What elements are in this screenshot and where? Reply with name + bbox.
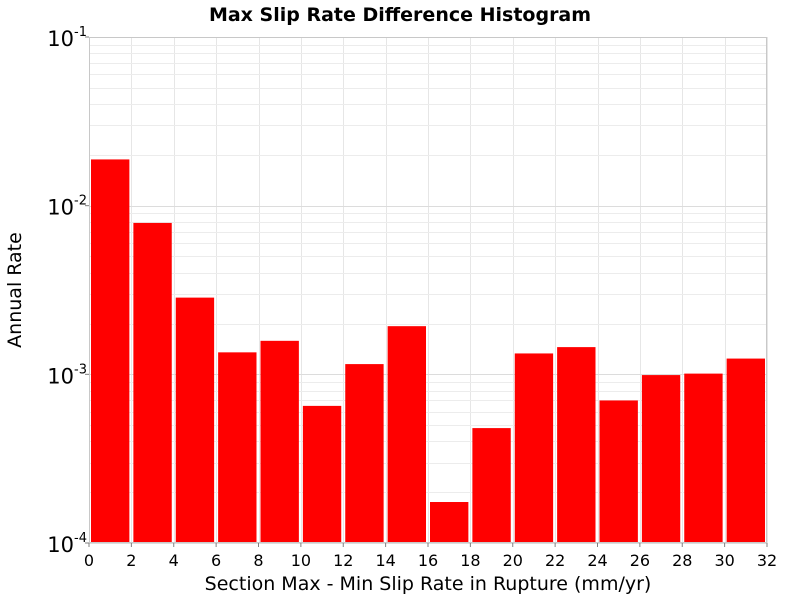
bar	[303, 406, 341, 543]
y-tick-label: 10-4	[47, 531, 87, 557]
y-tick-label: 10-1	[47, 25, 87, 51]
x-tick-label: 20	[503, 551, 523, 570]
bar	[557, 347, 595, 543]
x-tick-label: 8	[253, 551, 263, 570]
x-tick-label: 26	[630, 551, 650, 570]
bar	[684, 374, 722, 543]
bar	[218, 352, 256, 543]
y-axis-ticks: 10-1 10-2 10-3 10-4	[47, 25, 89, 557]
bar	[133, 223, 171, 543]
x-axis-label: Section Max - Min Slip Rate in Rupture (…	[205, 573, 652, 595]
bar	[176, 298, 214, 543]
x-tick-label: 14	[375, 551, 395, 570]
bar	[430, 502, 468, 543]
x-tick-label: 16	[418, 551, 438, 570]
bar	[600, 400, 638, 543]
x-tick-label: 24	[587, 551, 607, 570]
x-tick-label: 32	[757, 551, 777, 570]
x-tick-label: 4	[169, 551, 179, 570]
x-axis-ticks: 02468101214161820222426283032	[84, 543, 777, 570]
y-tick-label: 10-3	[47, 362, 87, 388]
x-tick-label: 6	[211, 551, 221, 570]
bar	[642, 375, 680, 543]
bar	[345, 364, 383, 543]
x-tick-label: 10	[291, 551, 311, 570]
x-tick-label: 28	[672, 551, 692, 570]
y-tick-label: 10-2	[47, 194, 87, 220]
bar	[91, 159, 129, 543]
y-axis-label: Annual Rate	[4, 232, 26, 348]
bar	[472, 428, 510, 543]
x-tick-label: 18	[460, 551, 480, 570]
bar	[261, 341, 299, 543]
chart-title: Max Slip Rate Difference Histogram	[209, 4, 591, 26]
x-tick-label: 12	[333, 551, 353, 570]
x-tick-label: 2	[126, 551, 136, 570]
x-tick-label: 0	[84, 551, 94, 570]
bar	[388, 326, 426, 543]
x-tick-label: 22	[545, 551, 565, 570]
bar	[515, 353, 553, 543]
bar	[727, 359, 765, 543]
x-tick-label: 30	[714, 551, 734, 570]
